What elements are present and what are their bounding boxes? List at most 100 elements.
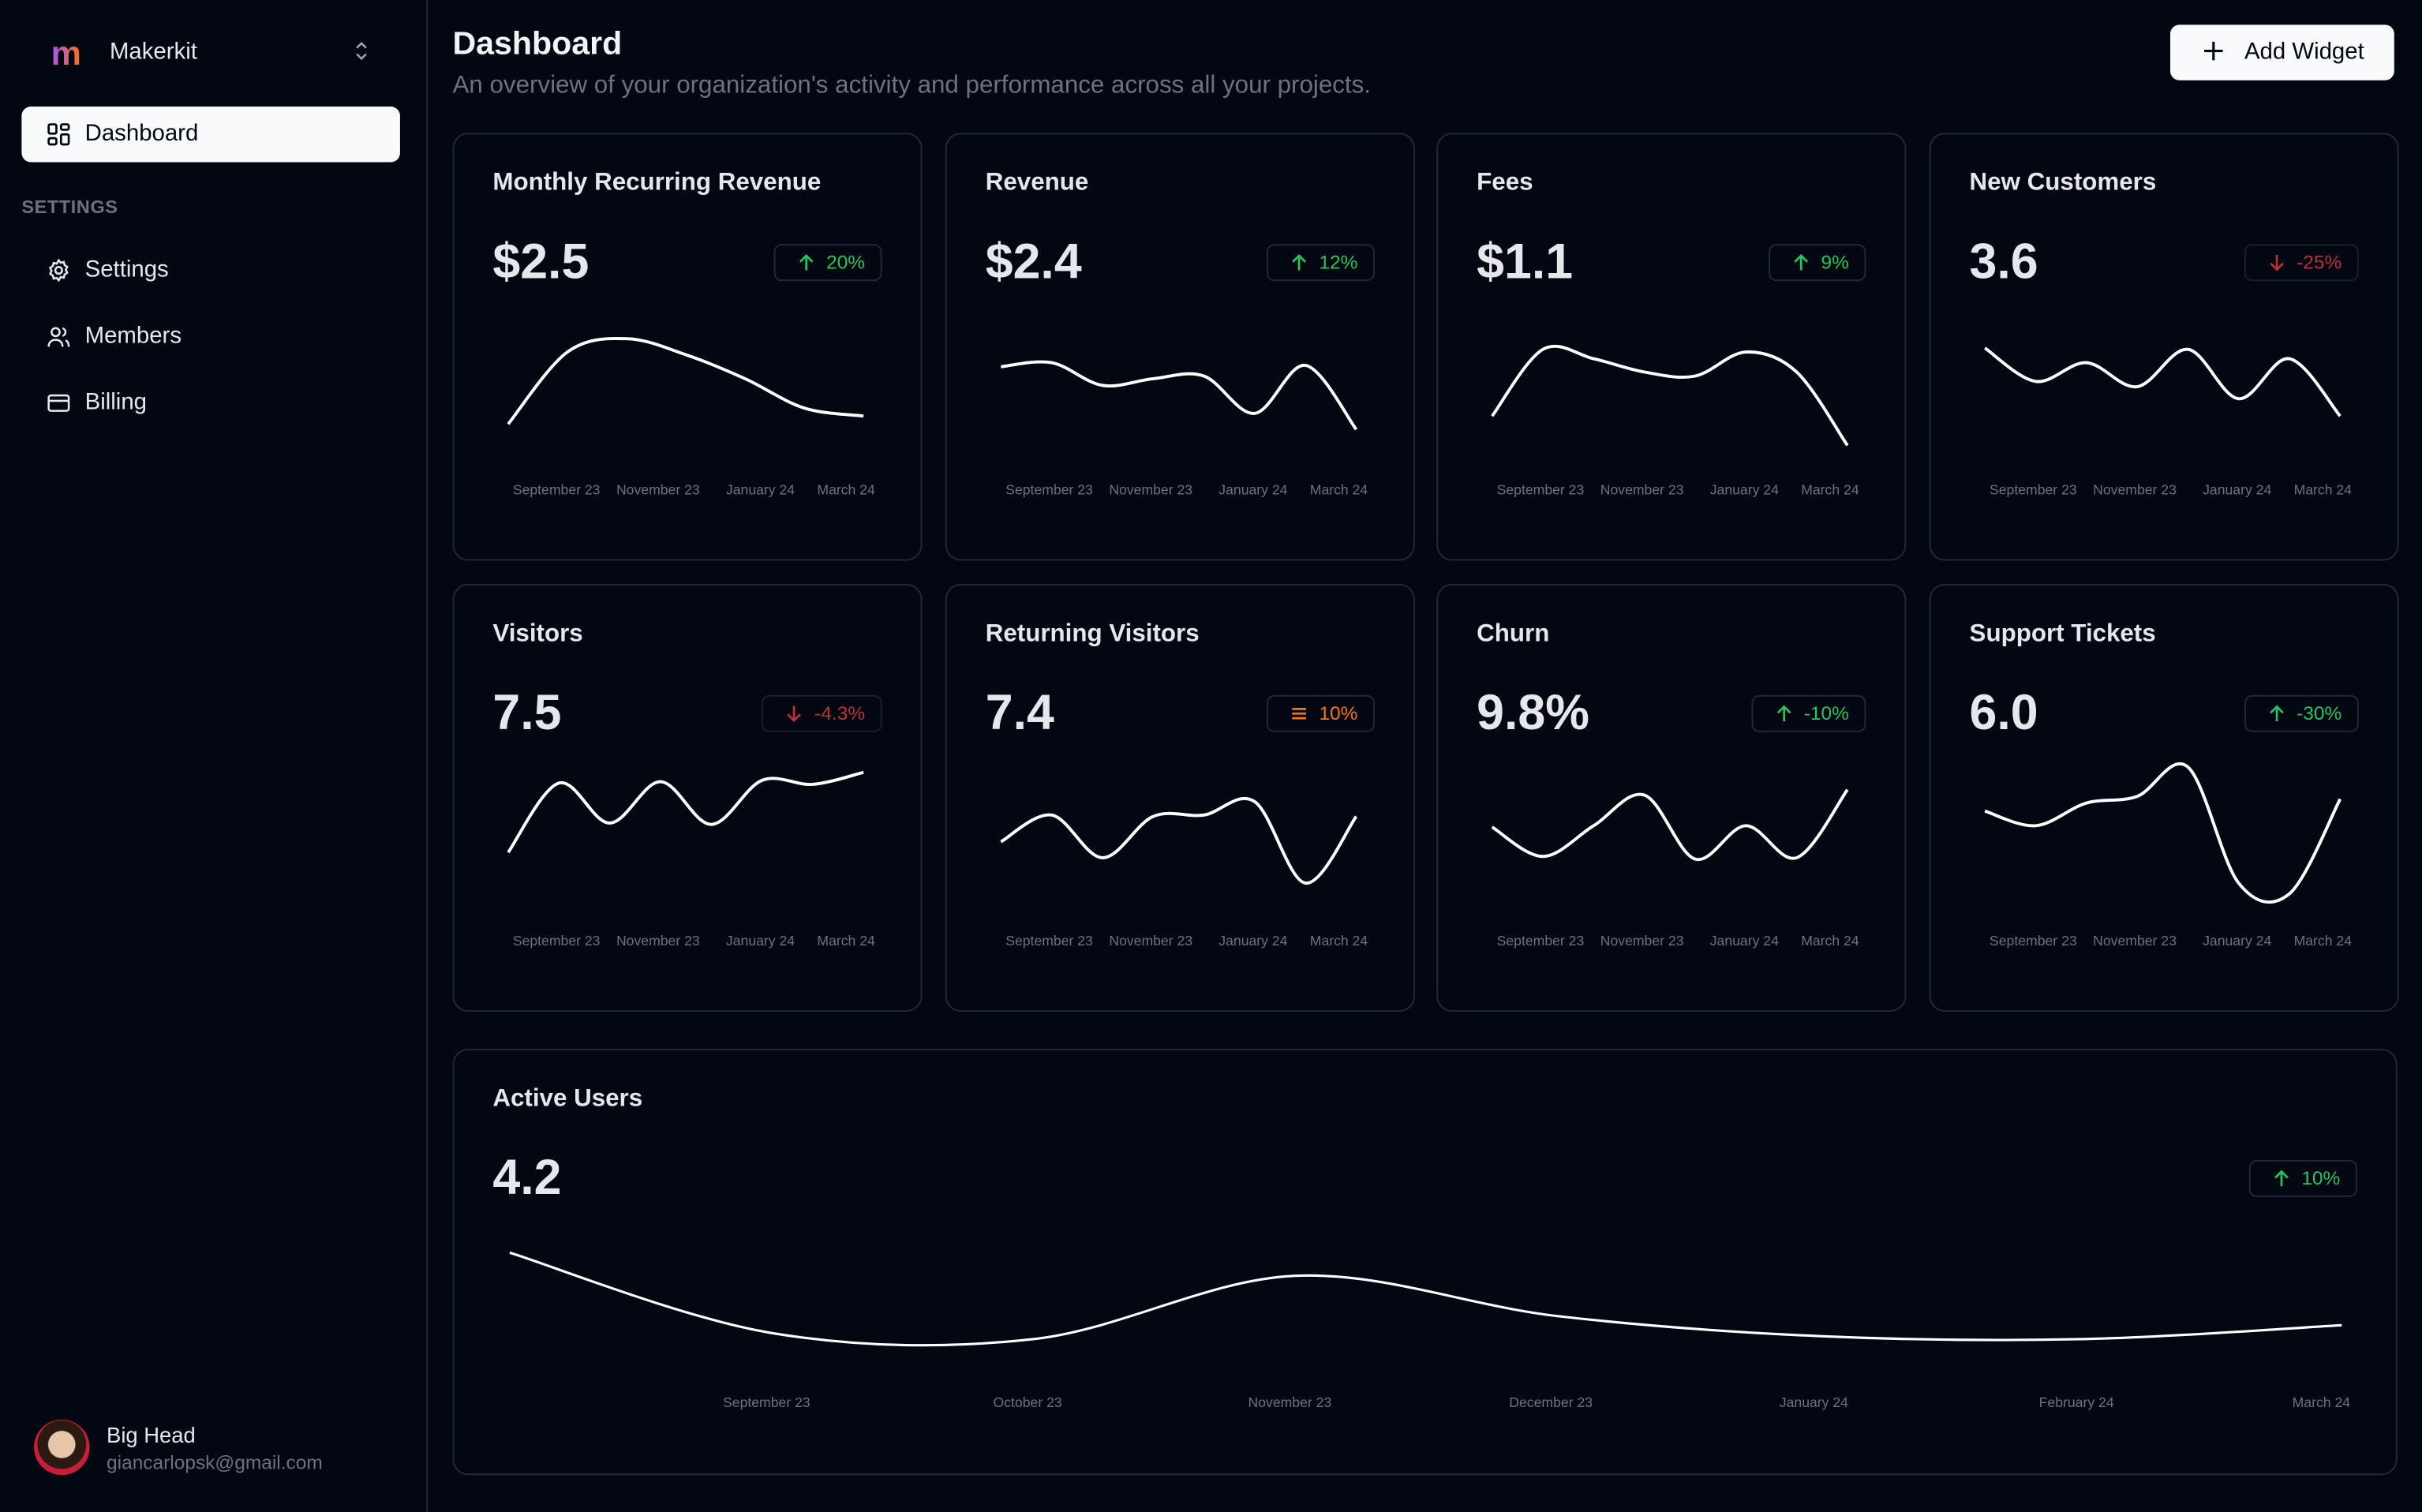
x-tick-label: September 23 (512, 481, 601, 498)
x-tick-label: March 24 (817, 481, 875, 498)
widget-title: Monthly Recurring Revenue (492, 170, 822, 196)
chevrons-up-down-icon[interactable] (352, 39, 370, 63)
sidebar-item-settings[interactable]: Settings (21, 242, 400, 298)
arrow-up-icon (1292, 253, 1306, 271)
series-line (507, 337, 864, 425)
x-tick-label: September 23 (1005, 933, 1093, 949)
widget-title: New Customers (1969, 170, 2157, 196)
widget-value: $2.4 (985, 233, 1082, 290)
x-tick-label: February 24 (2038, 1394, 2114, 1411)
widget-title: Support Tickets (1969, 620, 2156, 648)
trend-badge: -10% (1751, 694, 1866, 732)
widget-card: Monthly Recurring Revenue $2.5 20% Septembe… (452, 133, 923, 561)
x-tick-label: March 24 (2293, 933, 2353, 949)
page-title: Dashboard (452, 26, 623, 62)
user-name: Big Head (107, 1422, 196, 1447)
x-tick-label: September 23 (1005, 481, 1093, 498)
widget-card: New Customers 3.6 -25% September 23 November… (1929, 133, 2399, 561)
x-tick-label: November 23 (616, 481, 700, 498)
sidebar-item-dashboard[interactable]: Dashboard (21, 107, 400, 163)
x-tick-label: September 23 (1496, 933, 1585, 949)
series-line (507, 770, 864, 854)
makerkit-logo: m (51, 34, 81, 73)
org-switcher[interactable]: Makerkit (109, 38, 197, 65)
widget-value: $2.5 (492, 233, 590, 290)
x-tick-label: January 24 (1218, 933, 1288, 949)
sidebar-item-label: Billing (84, 389, 148, 416)
credit-card-icon (47, 394, 70, 412)
plus-icon (2204, 41, 2223, 61)
widget-value: 4.2 (492, 1149, 562, 1205)
arrow-up-icon (799, 253, 814, 271)
trend-change: -4.3% (814, 702, 866, 724)
widget-value: 3.6 (1969, 233, 2038, 290)
series-line (1001, 360, 1358, 431)
widget-card: Returning Visitors 7.4 10% September 23 Nove… (945, 583, 1415, 1012)
trend-change: -30% (2297, 702, 2342, 724)
arrow-down-icon (787, 705, 802, 723)
x-tick-label: November 23 (1248, 1394, 1332, 1411)
widget-card: Visitors 7.5 -4.3% September 23 November 23 J… (452, 583, 923, 1012)
x-tick-label: January 24 (725, 481, 795, 498)
section-label-settings: SETTINGS (21, 196, 118, 218)
sparkline-chart (1001, 360, 1358, 431)
add-widget-label: Add Widget (2244, 38, 2364, 65)
arrow-up-icon (1794, 253, 1808, 271)
widget-value: $1.1 (1477, 233, 1574, 290)
page-subtitle: An overview of your organization's activ… (452, 72, 1371, 99)
trend-change: -25% (2297, 252, 2342, 274)
equal-icon (1292, 708, 1306, 720)
widget-value: 6.0 (1969, 684, 2038, 740)
x-tick-label: March 24 (1801, 481, 1859, 498)
arrow-down-icon (2269, 254, 2284, 271)
sparkline-chart (1491, 344, 1849, 447)
x-tick-label: November 23 (616, 933, 700, 949)
series-line (1983, 346, 2342, 417)
x-tick-label: January 24 (1709, 933, 1779, 949)
x-tick-label: November 23 (1109, 481, 1193, 498)
add-widget-button[interactable]: Add Widget (2170, 24, 2394, 80)
trend-badge: 20% (773, 244, 882, 282)
x-tick-label: October 23 (993, 1394, 1062, 1411)
sparkline-chart (509, 1251, 2342, 1347)
x-tick-label: November 23 (1600, 481, 1684, 498)
user-email: giancarlopsk@gmail.com (107, 1451, 323, 1474)
users-icon (47, 327, 70, 347)
x-tick-label: January 24 (2203, 481, 2272, 498)
trend-change: 20% (826, 252, 866, 274)
trend-change: 9% (1821, 252, 1849, 274)
trend-change: 10% (1319, 702, 1358, 724)
widget-value: 9.8% (1477, 684, 1589, 740)
series-line (1000, 796, 1358, 885)
widget-card: Fees $1.1 9% September 23 November 23 January… (1436, 133, 1907, 561)
sidebar-item-label: Dashboard (84, 120, 199, 147)
series-line (1491, 344, 1849, 447)
x-tick-label: September 23 (512, 933, 601, 949)
trend-badge: -30% (2244, 694, 2359, 732)
x-tick-label: March 24 (1801, 933, 1859, 949)
x-tick-label: January 24 (2203, 933, 2272, 949)
sidebar-item-label: Settings (84, 256, 169, 283)
trend-badge: 10% (1266, 694, 1375, 732)
widget-title: Visitors (492, 620, 583, 648)
x-tick-label: November 23 (2093, 933, 2177, 949)
arrow-up-icon (1776, 705, 1791, 722)
widget-title: Active Users (492, 1085, 643, 1113)
layout-dashboard-icon (47, 123, 70, 146)
x-tick-label: March 24 (1309, 481, 1368, 498)
trend-badge: 9% (1768, 244, 1866, 282)
x-tick-label: December 23 (1509, 1394, 1593, 1411)
trend-change: 10% (2301, 1167, 2341, 1190)
trend-badge: -25% (2244, 244, 2359, 282)
sidebar-item-billing[interactable]: Billing (21, 376, 400, 431)
sidebar: m Makerkit Dashboard SETTINGS Settings M… (0, 0, 429, 1512)
x-tick-label: March 24 (817, 933, 875, 949)
widget-value: 7.4 (985, 684, 1054, 740)
x-tick-label: November 23 (2093, 481, 2177, 498)
trend-change: -10% (1803, 702, 1849, 724)
x-tick-label: March 24 (2293, 481, 2353, 498)
sidebar-item-members[interactable]: Members (21, 309, 400, 364)
trend-change: 12% (1319, 252, 1358, 274)
widget-card: Churn 9.8% -10% September 23 November 23 Janu… (1436, 583, 1907, 1012)
sparkline-chart (1491, 788, 1849, 861)
